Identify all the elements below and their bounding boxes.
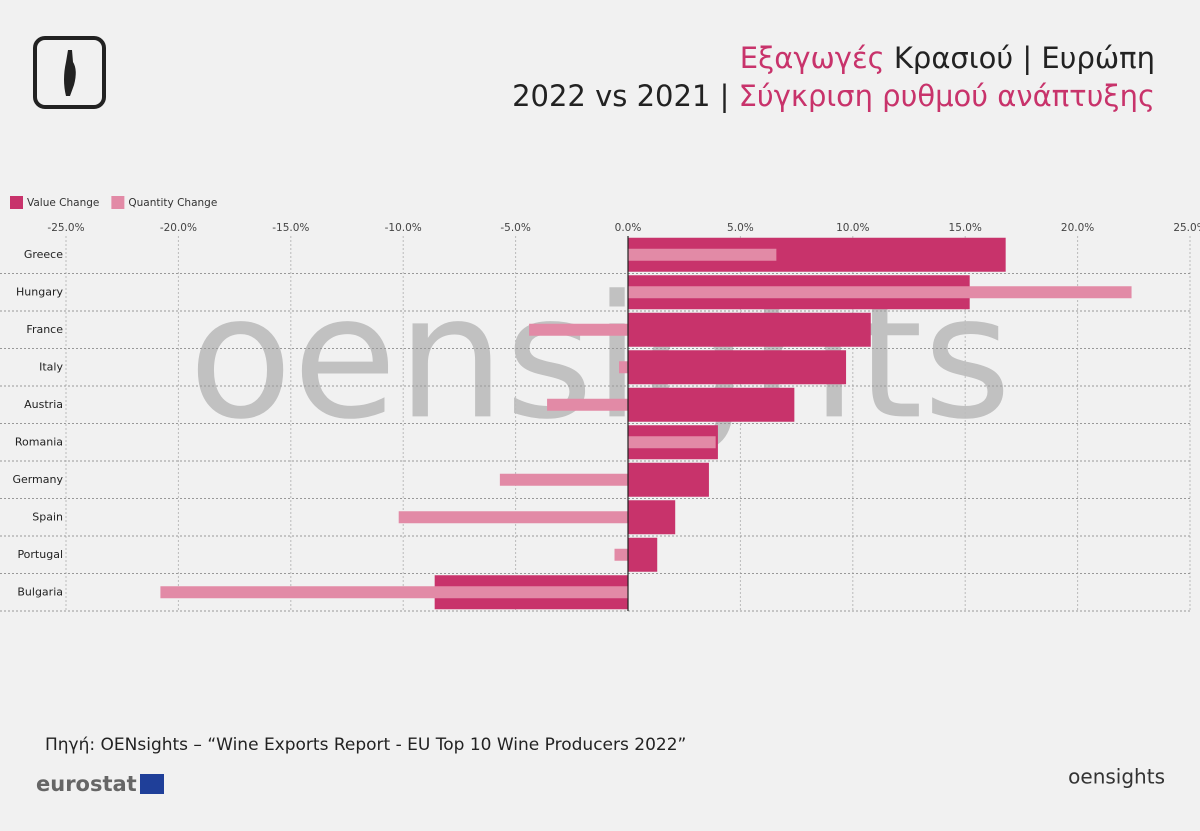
x-tick-label: 15.0% xyxy=(949,222,982,234)
bar xyxy=(499,473,628,486)
x-tick-label: 0.0% xyxy=(615,222,642,234)
bar xyxy=(628,312,871,347)
bar xyxy=(628,436,716,449)
x-tick-label: 5.0% xyxy=(727,222,754,234)
x-tick-label: 10.0% xyxy=(836,222,869,234)
brand-logo: oensights xyxy=(1068,765,1165,789)
bar xyxy=(614,548,628,561)
y-tick-label: France xyxy=(26,323,63,336)
x-tick-label: 25.0% xyxy=(1173,222,1200,234)
y-tick-label: Bulgaria xyxy=(17,585,63,598)
legend-swatch xyxy=(10,196,23,209)
y-tick-label: Romania xyxy=(15,435,63,448)
bar xyxy=(547,398,628,411)
y-tick-label: Greece xyxy=(24,248,63,261)
subtitle-accent: Σύγκριση ρυθμού ανάπτυξης xyxy=(739,79,1155,113)
eu-flag xyxy=(140,774,164,794)
bar xyxy=(628,350,847,385)
x-tick-label: 20.0% xyxy=(1061,222,1094,234)
bar xyxy=(628,286,1132,299)
source-note: Πηγή: OENsights – “Wine Exports Report -… xyxy=(45,735,686,755)
bar xyxy=(628,500,676,535)
bar xyxy=(160,586,628,599)
y-tick-label: Spain xyxy=(32,510,63,523)
bar xyxy=(398,511,628,524)
y-tick-label: Austria xyxy=(24,398,63,411)
x-tick-label: -10.0% xyxy=(385,222,422,234)
y-tick-label: Italy xyxy=(39,360,63,373)
legend-label: Quantity Change xyxy=(128,197,217,209)
title-accent: Εξαγωγές xyxy=(740,41,885,75)
bar xyxy=(628,248,777,261)
y-tick-label: Portugal xyxy=(17,548,63,561)
title-rest: Κρασιού | Ευρώπη xyxy=(894,41,1155,75)
legend-label: Value Change xyxy=(27,197,99,209)
chart-subtitle: 2022 vs 2021 | Σύγκριση ρυθμού ανάπτυξης xyxy=(512,79,1155,113)
bar xyxy=(619,361,628,374)
bar xyxy=(628,537,658,572)
chart-title: Εξαγωγές Κρασιού | Ευρώπη xyxy=(740,41,1155,75)
legend-swatch xyxy=(111,196,125,209)
x-tick-label: -25.0% xyxy=(47,222,84,234)
subtitle-rest: 2022 vs 2021 | xyxy=(512,79,729,113)
logo-bottle xyxy=(64,50,76,96)
y-tick-label: Hungary xyxy=(16,285,63,298)
x-tick-label: -15.0% xyxy=(272,222,309,234)
bar xyxy=(628,462,709,497)
y-tick-label: Germany xyxy=(12,473,63,486)
bar xyxy=(529,323,628,336)
bar xyxy=(628,387,795,422)
x-tick-label: -20.0% xyxy=(160,222,197,234)
source-logo: eurostat xyxy=(36,772,137,796)
x-tick-label: -5.0% xyxy=(500,222,530,234)
logo-frame xyxy=(33,36,106,109)
